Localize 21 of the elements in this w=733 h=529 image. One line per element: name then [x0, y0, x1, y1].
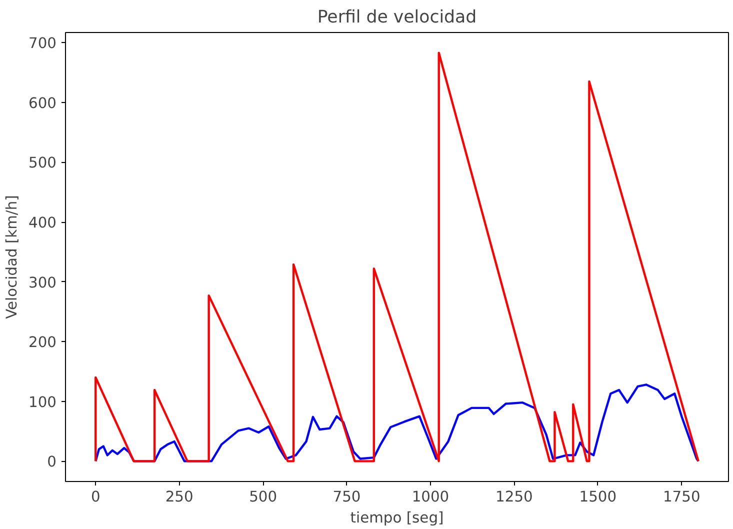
y-tick-label: 0 [47, 454, 57, 471]
y-axis-title: Velocidad [km/h] [4, 195, 21, 319]
y-tick-label: 300 [28, 274, 57, 292]
x-tick-label: 750 [332, 488, 361, 506]
x-axis-title: tiempo [seg] [350, 510, 444, 526]
chart-title: Perfil de velocidad [317, 8, 477, 28]
x-tick-label: 0 [90, 488, 100, 506]
y-tick-label: 700 [28, 35, 57, 52]
y-tick-label: 500 [28, 154, 57, 172]
y-tick-label: 200 [28, 334, 57, 352]
y-tick-label: 600 [28, 94, 57, 112]
x-tick-label: 250 [165, 488, 194, 506]
x-tick-label: 1500 [579, 488, 617, 506]
y-tick-label: 100 [28, 394, 57, 411]
x-tick-label: 1250 [496, 488, 533, 506]
x-tick-label: 500 [249, 488, 278, 506]
line-series [94, 52, 700, 462]
y-tick-label: 400 [28, 214, 57, 232]
line-series [94, 384, 700, 462]
x-tick-label: 1750 [662, 488, 700, 506]
x-tick-label: 1000 [412, 488, 450, 506]
